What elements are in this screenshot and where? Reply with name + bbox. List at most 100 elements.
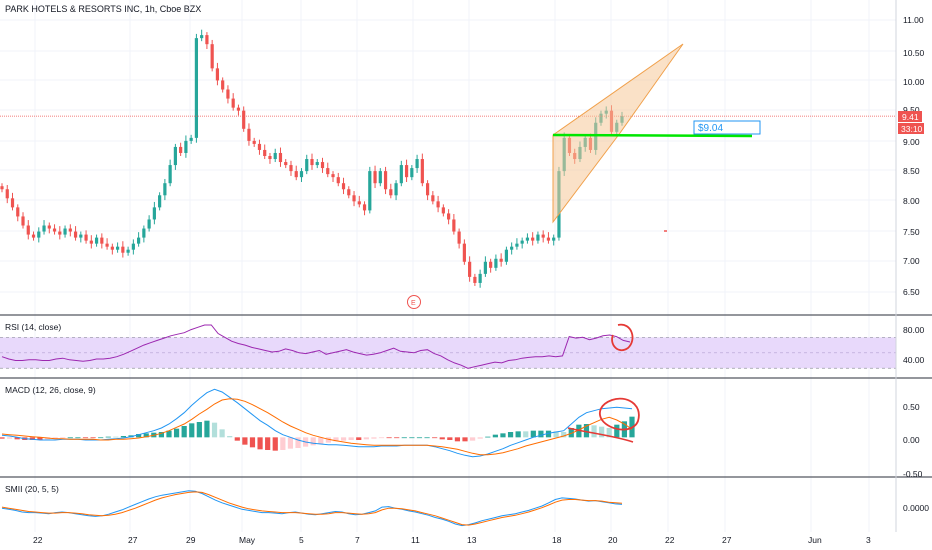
- macd-tick: 0.50: [903, 402, 920, 412]
- price-tick: 8.50: [903, 166, 920, 176]
- candle-body: [278, 152, 283, 163]
- price-note-box[interactable]: [693, 120, 761, 135]
- rsi-line: [1, 324, 631, 369]
- candle-body: [131, 243, 135, 250]
- macd-histogram-bar: [120, 436, 127, 438]
- macd-histogram-bar: [462, 437, 468, 442]
- symbol-title[interactable]: PARK HOTELS & RESORTS INC, 1h, Cboe BZX: [5, 4, 201, 14]
- macd-histogram-bar: [386, 437, 392, 439]
- time-axis[interactable]: 22 27 29 May 5 7 11 13 18 20 22 27 Jun 3: [33, 535, 871, 545]
- macd-histogram-bar: [166, 430, 172, 438]
- candle-body: [215, 68, 220, 81]
- candle-body: [399, 165, 403, 184]
- earnings-marker-label[interactable]: E: [411, 300, 416, 307]
- candle-body: [158, 195, 162, 208]
- candle-body: [310, 159, 314, 166]
- macd-signal-line: [1, 398, 633, 456]
- candle-body: [31, 234, 36, 238]
- macd-histogram-bar: [614, 424, 620, 438]
- macd-histogram-bar: [158, 432, 164, 438]
- price-tick: 8.00: [903, 196, 920, 206]
- macd-histogram-bar: [538, 430, 544, 438]
- rsi-annotation-circle: [611, 323, 634, 352]
- price-axis[interactable]: 11.00 10.50 10.00 9.50 9.00 8.50 8.00 7.…: [903, 15, 925, 297]
- candle-body: [341, 183, 346, 190]
- macd-histogram-bar: [530, 430, 536, 438]
- candle-body: [137, 237, 141, 244]
- macd-histogram-bar: [60, 437, 66, 439]
- candle-body: [420, 159, 424, 184]
- macd-histogram-bar: [447, 437, 453, 440]
- macd-annotation-circle: [599, 397, 640, 431]
- macd-histogram-bar: [6, 437, 13, 439]
- candle-body: [47, 225, 51, 229]
- macd-histogram-bar: [523, 431, 529, 438]
- macd-histogram-bar: [591, 425, 597, 438]
- candle-body: [168, 165, 172, 184]
- candle-body: [5, 189, 9, 199]
- price-note-text[interactable]: $9.04: [698, 123, 723, 134]
- macd-histogram-bar: [272, 437, 278, 451]
- candle-body: [515, 243, 519, 247]
- macd-histogram-bar: [545, 430, 552, 438]
- macd-histogram-bar: [599, 426, 605, 438]
- smii-label[interactable]: SMII (20, 5, 5): [5, 484, 59, 494]
- macd-histogram-bar: [287, 437, 294, 449]
- earnings-marker-icon[interactable]: [407, 295, 421, 309]
- candle-body: [152, 207, 156, 220]
- macd-histogram-bar: [90, 437, 96, 439]
- candle-body: [415, 159, 419, 169]
- macd-label[interactable]: MACD (12, 26, close, 9): [5, 385, 96, 395]
- candle-body: [452, 219, 456, 232]
- macd-histogram-bar: [189, 423, 195, 438]
- macd-histogram-bar: [75, 437, 81, 439]
- price-tick: 10.00: [903, 77, 925, 87]
- time-tick: 18: [552, 535, 562, 545]
- macd-histogram-bar: [348, 437, 354, 440]
- macd-histogram-bar: [515, 431, 521, 438]
- macd-histogram-bar: [318, 437, 324, 444]
- candle-body: [441, 207, 445, 214]
- candle-body: [52, 228, 57, 232]
- macd-histogram-bar: [234, 437, 240, 441]
- candle-body: [147, 219, 151, 229]
- macd-histogram-bar: [196, 422, 202, 438]
- macd-histogram-bar: [82, 437, 89, 439]
- macd-tick: -0.50: [903, 469, 923, 479]
- candle-body: [305, 159, 309, 172]
- time-tick: 22: [33, 535, 43, 545]
- macd-histogram-bar: [583, 424, 590, 438]
- candle-body: [362, 204, 367, 211]
- macd-histogram-bar: [52, 437, 58, 439]
- candle-body: [263, 149, 267, 156]
- candle-body: [436, 201, 440, 208]
- rsi-label[interactable]: RSI (14, close): [5, 322, 61, 332]
- macd-histogram-bar: [204, 420, 210, 438]
- candle-body: [368, 171, 372, 211]
- candle-body: [226, 89, 230, 99]
- rising-wedge-pattern: [552, 43, 684, 224]
- rsi-tick: 80.00: [903, 325, 925, 335]
- time-tick: 20: [608, 535, 618, 545]
- rsi-tick: 40.00: [903, 355, 925, 365]
- macd-histogram-bar: [363, 437, 369, 440]
- candle-body: [357, 201, 361, 205]
- candle-body: [541, 234, 545, 238]
- candle-body: [26, 225, 30, 235]
- candle-body: [294, 171, 298, 178]
- macd-histogram-bar: [242, 437, 248, 445]
- macd-histogram-bar: [29, 437, 35, 440]
- candle-body: [410, 168, 414, 178]
- candle-body: [163, 183, 167, 196]
- macd-tick: 0.00: [903, 435, 920, 445]
- macd-histogram-bar: [249, 437, 256, 448]
- candle-body: [142, 228, 146, 238]
- candle-body: [68, 228, 72, 232]
- candle-body: [37, 231, 41, 238]
- candle-body: [273, 152, 277, 160]
- candle-body: [404, 165, 409, 178]
- time-tick: 13: [467, 535, 477, 545]
- candle-body: [0, 186, 4, 190]
